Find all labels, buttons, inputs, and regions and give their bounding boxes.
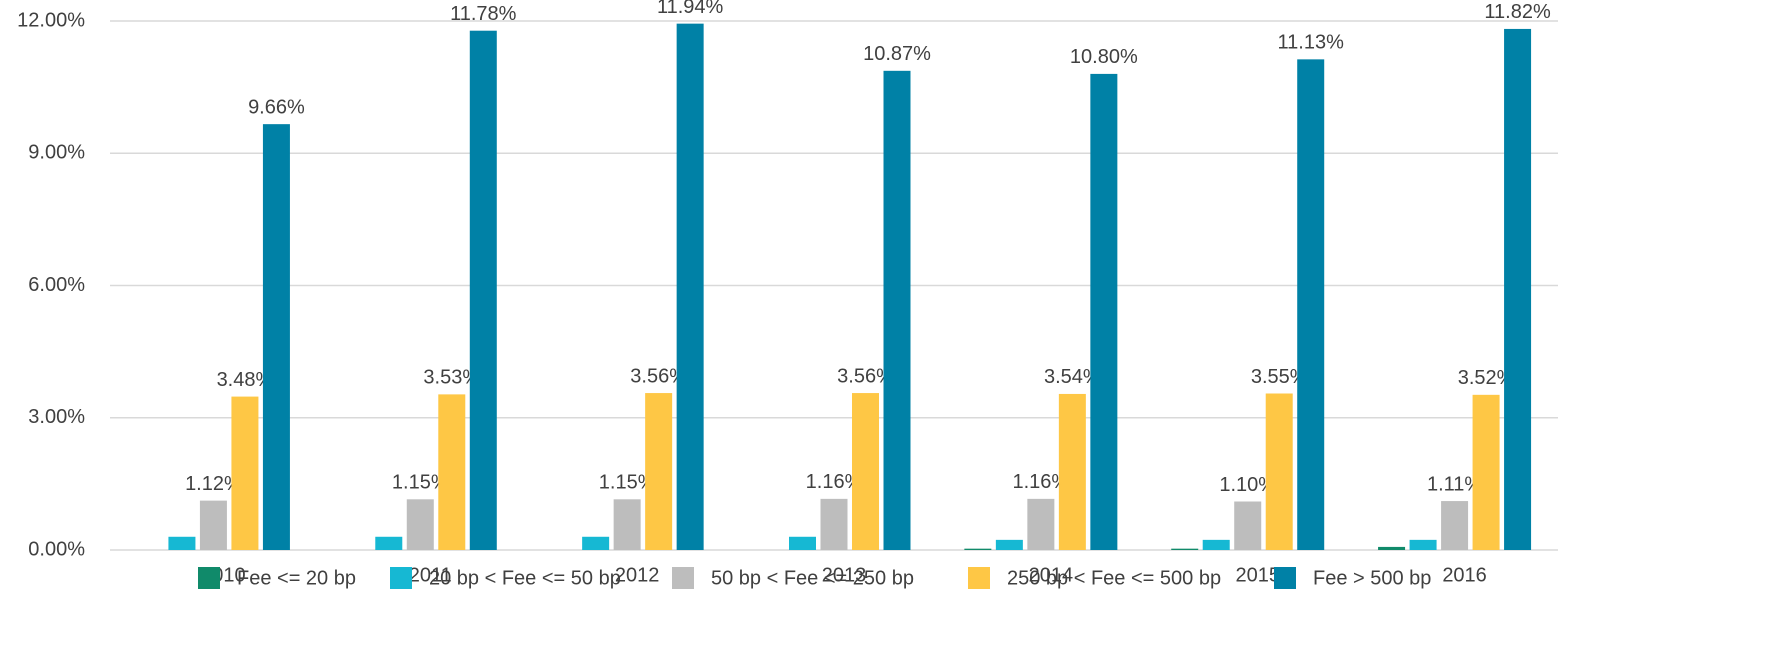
x-tick-label: 2014 — [1029, 564, 1074, 586]
data-label: 11.78% — [450, 3, 517, 25]
legend-label: Fee > 500 bp — [1313, 567, 1431, 589]
bar — [1027, 498, 1055, 550]
data-label: 11.82% — [1484, 1, 1551, 23]
bar — [1472, 394, 1500, 550]
legend-swatch — [968, 567, 990, 589]
bar — [820, 498, 848, 550]
bar — [1058, 393, 1086, 550]
legend-label: 20 bp < Fee <= 50 bp — [429, 567, 621, 589]
bar — [1409, 539, 1437, 550]
data-label: 1.16% — [806, 471, 863, 493]
legend-swatch — [198, 567, 220, 589]
x-tick-label: 2012 — [615, 564, 660, 586]
data-label: 3.52% — [1458, 367, 1515, 389]
data-label: 1.10% — [1219, 474, 1276, 496]
data-label: 3.55% — [1251, 366, 1308, 388]
data-label: 11.13% — [1278, 32, 1345, 54]
bar — [964, 548, 992, 550]
bar — [1504, 28, 1532, 551]
data-label: 3.53% — [423, 367, 480, 389]
bar — [582, 536, 610, 550]
data-label: 3.56% — [837, 365, 894, 387]
data-label: 3.48% — [217, 369, 274, 391]
bar — [852, 393, 879, 550]
bar — [995, 539, 1023, 550]
data-label: 3.56% — [630, 365, 687, 387]
bar — [1202, 539, 1230, 550]
x-tick-label: 2015 — [1235, 564, 1280, 586]
data-label: 3.54% — [1044, 366, 1101, 388]
bar — [1441, 501, 1469, 550]
bar — [883, 70, 911, 551]
y-tick-label: 3.00% — [28, 406, 85, 428]
bar — [375, 536, 403, 550]
bar — [406, 499, 434, 550]
data-label: 11.94% — [657, 0, 724, 18]
bar — [645, 393, 673, 550]
data-label: 10.87% — [863, 43, 931, 65]
data-label: 1.15% — [392, 472, 449, 494]
bar — [676, 23, 704, 550]
legend-label: 250 bp < Fee <= 500 bp — [1007, 567, 1221, 589]
legend-swatch — [390, 567, 412, 589]
legend-label: Fee <= 20 bp — [237, 567, 356, 589]
bar — [438, 394, 466, 550]
data-label: 1.12% — [185, 473, 242, 495]
bar — [231, 396, 259, 550]
data-label: 1.15% — [599, 472, 656, 494]
bar — [1265, 393, 1293, 550]
data-label: 1.16% — [1012, 471, 1069, 493]
bar — [1378, 546, 1406, 550]
bar — [262, 124, 290, 550]
x-tick-label: 2013 — [822, 564, 867, 586]
data-label: 9.66% — [248, 96, 305, 118]
y-tick-label: 6.00% — [28, 274, 85, 296]
bar — [168, 536, 196, 550]
data-label: 10.80% — [1070, 46, 1138, 68]
data-label: 1.11% — [1427, 473, 1482, 495]
legend-label: 50 bp < Fee <= 250 bp — [711, 567, 914, 589]
x-tick-label: 2016 — [1442, 564, 1487, 586]
y-tick-label: 0.00% — [28, 538, 85, 560]
bar — [1234, 501, 1262, 550]
bar — [789, 536, 816, 550]
bar — [199, 500, 227, 550]
legend-swatch — [672, 567, 694, 589]
bar — [1090, 73, 1118, 551]
y-tick-label: 9.00% — [28, 142, 85, 164]
legend-swatch — [1274, 567, 1296, 589]
bar — [1171, 548, 1199, 550]
bar — [469, 30, 497, 550]
bar — [613, 499, 641, 550]
bar — [1297, 59, 1325, 550]
y-tick-label: 12.00% — [17, 9, 85, 31]
x-tick-label: 2011 — [409, 564, 452, 586]
